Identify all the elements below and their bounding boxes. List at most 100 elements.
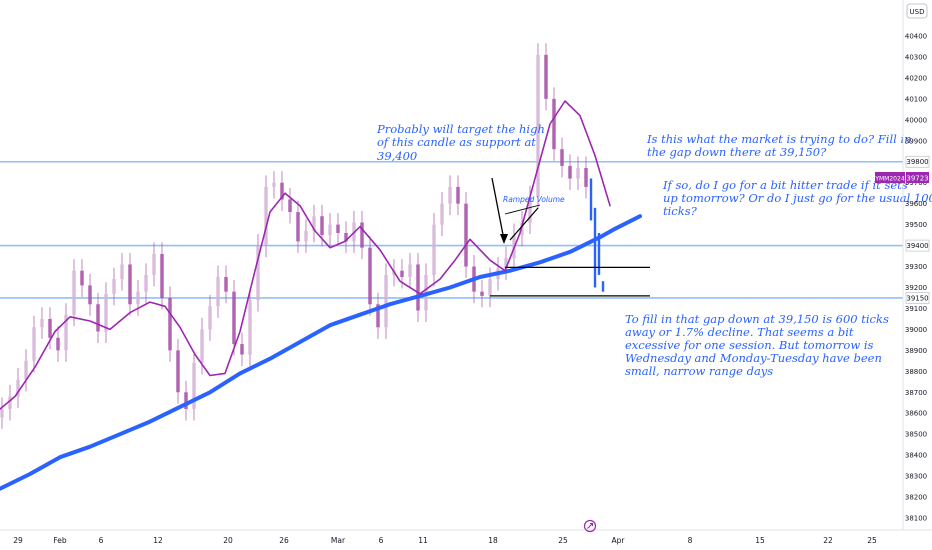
candle-body-2 [16, 379, 20, 397]
horizontal-price-lines [0, 160, 903, 299]
candle-body-47 [376, 304, 380, 328]
x-tick-4: 20 [223, 536, 233, 545]
x-tick-2: 6 [99, 536, 104, 545]
candle-body-38 [304, 230, 308, 242]
candle-body-29 [232, 291, 236, 345]
y-tick-39500: 39500 [905, 221, 927, 229]
price-line-label-39150: 39150 [906, 294, 928, 302]
x-tick-6: Mar [331, 536, 346, 545]
price-line-label-39800: 39800 [906, 158, 928, 166]
y-tick-40200: 40200 [905, 74, 927, 82]
y-tick-39300: 39300 [905, 263, 927, 271]
x-tick-12: 8 [688, 536, 693, 545]
candle-body-37 [296, 212, 300, 242]
candle-body-27 [216, 277, 220, 307]
candle-body-65 [520, 222, 524, 236]
candle-body-8 [64, 314, 68, 351]
note-1-line-3: 39,400 [377, 149, 417, 163]
candle-body-21 [168, 297, 172, 351]
projection-bar-1 [593, 207, 597, 288]
x-tick-0: 29 [13, 536, 23, 545]
candle-body-23 [184, 392, 188, 410]
y-tick-38800: 38800 [905, 368, 927, 376]
last-price-value: 39723 [906, 175, 928, 183]
note-3-line-3: ticks? [663, 204, 698, 218]
y-tick-40400: 40400 [905, 33, 927, 41]
projection-bar-3 [601, 281, 605, 292]
candle-body-7 [56, 337, 60, 351]
x-tick-8: 11 [418, 536, 428, 545]
candle-body-10 [80, 270, 84, 286]
candle-body-57 [456, 186, 460, 204]
y-tick-39700: 39700 [905, 179, 927, 187]
candle-body-33 [264, 186, 268, 246]
candle-body-39 [312, 216, 316, 231]
note-2-line-1: Is this what the market is trying to do?… [646, 132, 912, 146]
x-tick-11: Apr [612, 536, 626, 545]
candle-body-15 [120, 264, 124, 280]
symbol-price-badge: YMM2024 39723 [874, 172, 929, 183]
price-axis[interactable]: 38100 38200 38300 38400 38500 38600 38700 38800… [902, 0, 927, 530]
y-tick-39900: 39900 [905, 137, 927, 145]
candle-body-51 [408, 264, 412, 277]
x-tick-15: 25 [867, 536, 877, 545]
candles [0, 43, 588, 429]
candle-body-67 [536, 54, 540, 198]
candle-body-46 [368, 247, 372, 305]
candle-body-19 [152, 253, 156, 275]
candle-body-58 [464, 203, 468, 267]
y-tick-38500: 38500 [905, 431, 927, 439]
currency-badge[interactable]: USD [906, 3, 928, 19]
y-tick-40100: 40100 [905, 95, 927, 103]
note-support-target: Probably will target the high of this ca… [376, 122, 545, 163]
candle-body-24 [192, 362, 196, 410]
candle-body-31 [248, 300, 252, 355]
note-3-line-2: up tomorrow? Or do I just go for the usu… [663, 191, 932, 205]
note-4-line-4: Wednesday and Monday-Tuesday have been [625, 351, 882, 365]
candle-body-50 [400, 270, 404, 277]
candle-body-52 [416, 264, 420, 311]
annotation-rays [490, 266, 650, 297]
x-tick-10: 25 [558, 536, 568, 545]
x-tick-14: 22 [823, 536, 833, 545]
candle-body-35 [280, 182, 284, 200]
candle-body-3 [24, 360, 28, 380]
candle-body-18 [144, 274, 148, 292]
note-gap-question: Is this what the market is trying to do?… [646, 132, 912, 159]
y-tick-38600: 38600 [905, 410, 927, 418]
y-tick-39000: 39000 [905, 326, 927, 334]
note-1-line-1: Probably will target the high [376, 122, 545, 136]
time-axis[interactable]: 29 Feb 6 12 20 26 Mar 6 11 18 25 Apr 8 15 22 25 [0, 529, 932, 545]
slow-moving-average-line [0, 214, 642, 491]
candle-body-71 [568, 165, 572, 179]
note-trade-size: If so, do I go for a bit hitter trade if… [662, 178, 932, 218]
note-gap-analysis: To fill in that gap down at 39,150 is 60… [625, 312, 889, 378]
candle-body-73 [584, 168, 588, 187]
candle-body-0 [0, 409, 4, 418]
candle-body-69 [552, 98, 556, 150]
candle-body-61 [488, 279, 492, 296]
projection-bar-2 [597, 232, 601, 275]
y-tick-40300: 40300 [905, 53, 927, 61]
candle-body-40 [320, 216, 324, 236]
candle-body-66 [528, 197, 532, 223]
candle-body-26 [208, 306, 212, 330]
replay-icon[interactable] [583, 519, 597, 533]
y-tick-39600: 39600 [905, 200, 927, 208]
note-4-line-1: To fill in that gap down at 39,150 is 60… [625, 312, 889, 326]
candle-body-36 [288, 199, 292, 213]
note-4-line-5: small, narrow range days [625, 364, 773, 378]
candle-body-41 [328, 224, 332, 236]
fast-moving-average-line [0, 100, 611, 410]
projection-bar-0 [589, 178, 593, 221]
candle-body-25 [200, 329, 204, 363]
currency-label: USD [910, 8, 925, 16]
candle-body-20 [160, 253, 164, 298]
candle-body-55 [440, 203, 444, 225]
price-line-badge-39800 [905, 155, 930, 168]
y-tick-40000: 40000 [905, 116, 927, 124]
y-tick-38200: 38200 [905, 494, 927, 502]
price-line-badge-39400 [905, 239, 930, 252]
